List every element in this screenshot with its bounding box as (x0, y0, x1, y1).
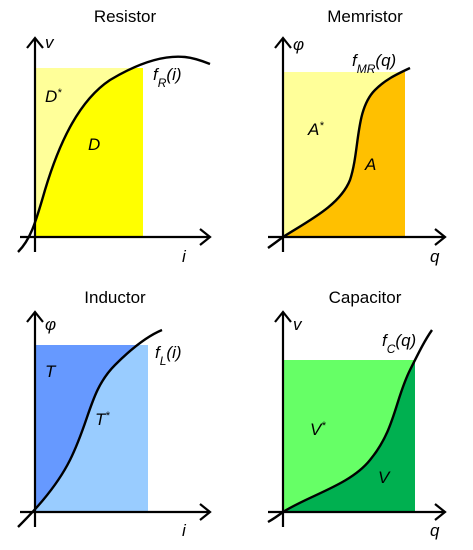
x-axis-label: i (182, 521, 187, 540)
panel-title: Inductor (84, 288, 146, 307)
curve-label: fC(q) (382, 331, 416, 356)
curve-label-sub: L (160, 354, 167, 368)
panel-title: Capacitor (329, 288, 402, 307)
curve-label-base: f (382, 331, 389, 350)
curve-label-arg: (q) (375, 51, 396, 70)
region-label-sup: * (57, 87, 62, 99)
axes (20, 310, 212, 527)
region-label-main: V (310, 420, 323, 439)
region-label: A* (307, 120, 324, 139)
curve-label-arg: (q) (395, 331, 416, 350)
y-axis-label: φ (293, 35, 304, 54)
curve-label-arg: (i) (166, 343, 181, 362)
panel-title: Memristor (327, 7, 403, 26)
region-label-sup: * (321, 420, 326, 432)
curve (267, 329, 433, 524)
region-lower (283, 360, 415, 512)
region-label: A (364, 155, 376, 174)
region-lower (283, 72, 405, 237)
region-label-main: D (45, 87, 57, 106)
y-axis-label: φ (45, 315, 56, 334)
y-axis-label: v (293, 315, 303, 334)
curve-label-arg: (i) (166, 65, 181, 84)
curve (17, 328, 163, 528)
resistor-panel: Resistor v i fR(i) D* D (17, 7, 212, 266)
region-label: V* (310, 420, 326, 439)
curve-label-sub: MR (357, 62, 376, 76)
curve (267, 66, 411, 249)
memristor-panel: Memristor φ q fMR(q) A* A (267, 7, 447, 266)
curve-label: fR(i) (153, 65, 182, 90)
curve-label-base: f (153, 65, 160, 84)
capacitor-panel: Capacitor v q fC(q) V* V (267, 288, 447, 540)
axes (268, 36, 447, 252)
region-label-main: T (95, 410, 107, 429)
region-label: T (45, 362, 57, 381)
region-label: D* (45, 87, 62, 106)
region-label: T* (95, 410, 110, 429)
curve-label-sub: R (158, 76, 167, 90)
curve-label-base: f (352, 51, 359, 70)
region-label: D (88, 135, 100, 154)
curve-label-base: f (155, 343, 162, 362)
curve-label: fMR(q) (352, 51, 396, 76)
curve-label: fL(i) (155, 343, 182, 368)
inductor-panel: Inductor φ i fL(i) T T* (17, 288, 212, 540)
axes (20, 36, 212, 252)
region-label-main: A (307, 120, 319, 139)
x-axis-label: q (430, 247, 440, 266)
axes (268, 310, 447, 527)
region-upper (35, 345, 138, 510)
curve-label-sub: C (387, 342, 396, 356)
region-label-sup: * (105, 410, 110, 422)
x-axis-label: i (182, 247, 187, 266)
region-label: V (378, 468, 391, 487)
curve (17, 55, 211, 253)
x-axis-label: q (430, 521, 440, 540)
region-label-sup: * (319, 120, 324, 132)
y-axis-label: v (45, 33, 55, 52)
panel-title: Resistor (94, 7, 157, 26)
region-lower (35, 68, 143, 237)
